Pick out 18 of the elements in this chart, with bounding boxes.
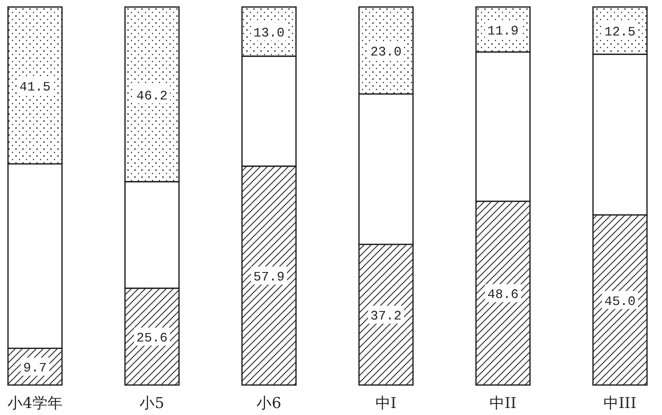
x-tick-label: 小4学年 — [8, 394, 62, 412]
data-label: 46.2 — [136, 88, 168, 104]
data-label: 48.6 — [487, 287, 519, 302]
data-label: 9.7 — [23, 360, 47, 376]
data-label: 57.9 — [253, 270, 285, 285]
data-label: 25.6 — [136, 330, 168, 346]
x-tick-label: 小6 — [256, 394, 282, 412]
x-tick-label: 小5 — [140, 394, 164, 412]
data-label: 13.0 — [253, 26, 285, 41]
data-label: 45.0 — [604, 294, 636, 309]
x-tick-label: 中I — [376, 394, 397, 412]
x-tick-label: 中III — [604, 394, 636, 412]
x-tick-label: 中II — [490, 394, 516, 412]
data-label: 11.9 — [487, 23, 519, 38]
data-label: 37.2 — [370, 308, 402, 324]
data-label: 23.0 — [370, 44, 402, 60]
data-label: 12.5 — [604, 24, 636, 40]
data-label: 41.5 — [19, 79, 51, 94]
